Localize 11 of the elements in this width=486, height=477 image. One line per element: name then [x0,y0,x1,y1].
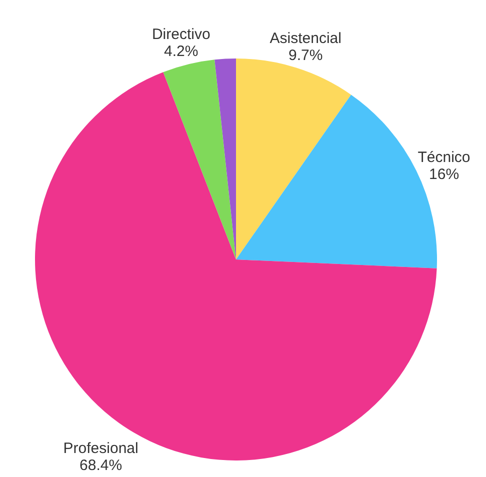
slice-label: Directivo [152,26,210,44]
data-label: 9.7% [288,47,323,64]
slice-label: Técnico [418,148,470,166]
slice-label: Profesional [63,440,138,458]
data-label: 68.4% [80,457,122,474]
data-label: 4.2% [164,43,198,60]
slice-label: Asistencial [270,30,342,48]
pie-slice [236,58,352,260]
data-label: 16% [429,166,460,183]
pie-slice [214,58,236,260]
pie-slice [163,60,236,260]
